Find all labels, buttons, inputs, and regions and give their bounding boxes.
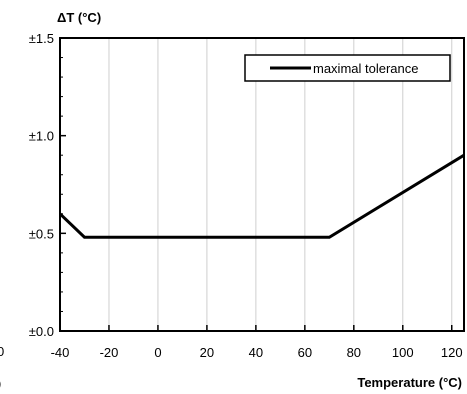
- x-tick-label-0: -40: [51, 345, 70, 360]
- x-tick-label-3: 20: [200, 345, 214, 360]
- y-tick-label-2: ±1.0: [29, 129, 54, 144]
- x-axis-ticks: -40 -20 0 20 40 60 80 100 120: [51, 325, 463, 360]
- y-tick-label-3: ±1.5: [29, 31, 54, 46]
- legend: maximal tolerance: [244, 54, 451, 82]
- x-tick-label-7: 100: [392, 345, 414, 360]
- series-layer: [58, 153, 465, 239]
- x-tick-label-5: 60: [298, 345, 312, 360]
- legend-label: maximal tolerance: [313, 61, 419, 76]
- stray-label-zero: 0: [0, 344, 4, 359]
- y-tick-label-1: ±0.5: [29, 226, 54, 241]
- x-tick-label-2: 0: [154, 345, 161, 360]
- y-axis-title: ΔT (°C): [57, 10, 101, 25]
- x-tick-label-8: 120: [441, 345, 463, 360]
- y-axis-ticks: ±0.0 ±0.5 ±1.0 ±1.5: [29, 31, 66, 339]
- x-axis-title: Temperature (°C): [357, 375, 462, 390]
- x-tick-label-6: 80: [347, 345, 361, 360]
- stray-label-paren: ): [0, 376, 1, 391]
- series-line-0: [58, 153, 465, 239]
- y-tick-label-0: ±0.0: [29, 324, 54, 339]
- grid-lines: [108, 38, 453, 331]
- plot-area: [59, 37, 465, 332]
- x-tick-label-4: 40: [249, 345, 263, 360]
- x-tick-label-1: -20: [100, 345, 119, 360]
